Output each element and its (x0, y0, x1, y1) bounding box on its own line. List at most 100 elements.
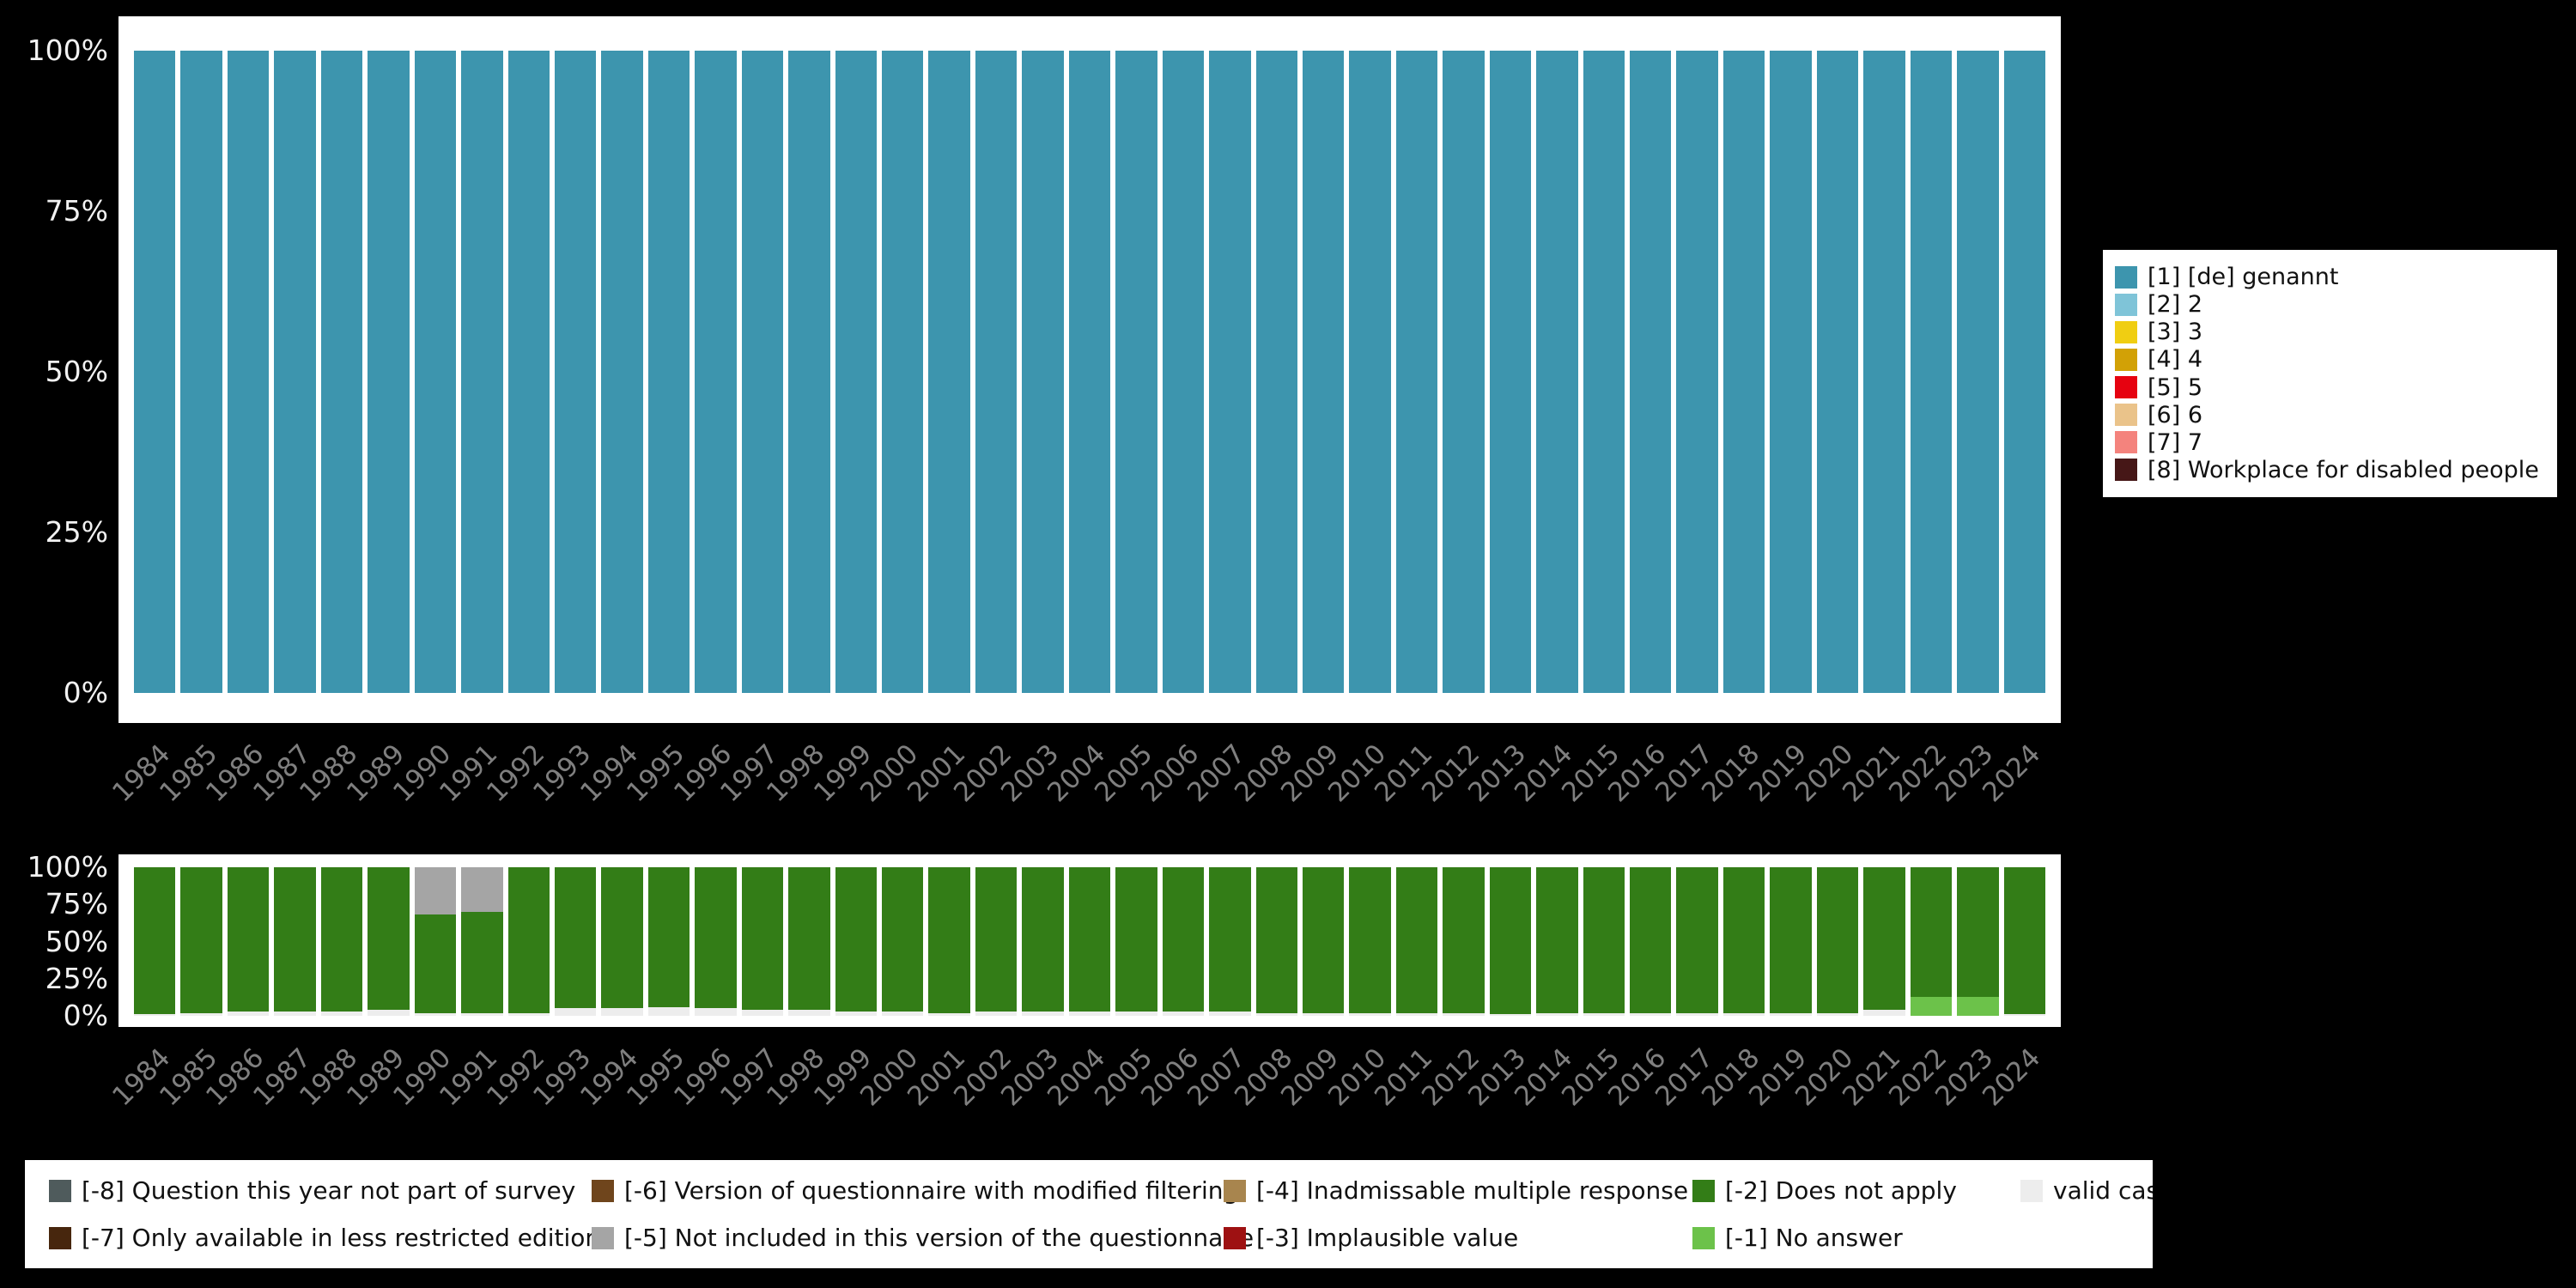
stacked-bar-1995 (647, 51, 690, 693)
legend-label: [-8] Question this year not part of surv… (82, 1176, 576, 1205)
legend-item: [-4] Inadmissable multiple response (1224, 1176, 1692, 1205)
bar-segment (788, 51, 830, 693)
legend-swatch (2115, 376, 2137, 399)
values-chart-bars (134, 51, 2045, 693)
stacked-bar-2011 (1395, 51, 1438, 693)
bar-segment (1349, 867, 1391, 1013)
bar-segment (601, 51, 643, 693)
bar-segment (882, 867, 924, 1012)
stacked-bar-2002 (975, 867, 1018, 1016)
y-axis-tick-label: 50% (45, 355, 108, 388)
bar-slot (507, 867, 550, 1016)
bar-slot (1910, 51, 1953, 693)
bar-segment (1630, 51, 1672, 693)
bar-segment (741, 867, 784, 1011)
bar-segment (928, 867, 970, 1013)
bar-segment (180, 867, 222, 1013)
stacked-bar-1989 (368, 867, 410, 1016)
stacked-bar-1990 (414, 51, 457, 693)
legend-swatch (1692, 1179, 1715, 1202)
bar-segment (1816, 1012, 1859, 1016)
bar-slot (1863, 867, 1905, 1016)
bar-segment (2003, 1014, 2045, 1016)
bar-segment (975, 1011, 1018, 1016)
legend-swatch (2115, 431, 2137, 454)
legend-item: [-8] Question this year not part of surv… (49, 1176, 592, 1205)
bar-segment (461, 1012, 503, 1016)
bar-slot (647, 867, 690, 1016)
stacked-bar-2013 (1489, 867, 1532, 1016)
bar-slot (1068, 867, 1111, 1016)
values-chart-y-axis: 100% 75% 50% 25% 0% (0, 35, 108, 708)
legend-swatch (1224, 1226, 1246, 1249)
bar-segment (414, 1012, 457, 1016)
bar-slot (835, 51, 877, 693)
stacked-bar-1988 (320, 51, 363, 693)
y-axis-tick-label: 0% (63, 999, 108, 1032)
stacked-bar-2009 (1302, 867, 1345, 1016)
bar-slot (695, 51, 737, 693)
stacked-bar-1991 (461, 51, 503, 693)
bar-segment (647, 51, 690, 693)
y-axis-tick-label: 0% (63, 676, 108, 709)
stacked-bar-2003 (1022, 51, 1064, 693)
bar-slot (414, 867, 457, 1016)
stacked-bar-2012 (1443, 51, 1485, 693)
bar-segment (1209, 51, 1251, 693)
bar-slot (741, 51, 784, 693)
stacked-bar-2017 (1676, 51, 1718, 693)
bar-slot (227, 867, 270, 1016)
stacked-bar-1996 (695, 867, 737, 1016)
stacked-bar-1997 (741, 51, 784, 693)
bar-slot (1910, 867, 1953, 1016)
legend-swatch (1692, 1226, 1715, 1249)
bar-slot (1722, 867, 1765, 1016)
bar-segment (507, 51, 550, 693)
bar-segment (1209, 1011, 1251, 1016)
bar-slot (1489, 867, 1532, 1016)
legend-label: [8] Workplace for disabled people (2148, 456, 2539, 483)
stacked-bar-2013 (1489, 51, 1532, 693)
stacked-bar-2003 (1022, 867, 1064, 1016)
stacked-bar-2007 (1209, 867, 1251, 1016)
bar-segment (1722, 51, 1765, 693)
stacked-bar-2019 (1770, 867, 1812, 1016)
bar-segment (1022, 51, 1064, 693)
stacked-bar-2018 (1722, 51, 1765, 693)
bar-segment (601, 867, 643, 1009)
legend-item: [-7] Only available in less restricted e… (49, 1224, 600, 1252)
stacked-bar-2008 (1255, 867, 1297, 1016)
bar-slot (1816, 867, 1859, 1016)
stacked-bar-2006 (1162, 51, 1205, 693)
legend-swatch (2115, 348, 2137, 371)
bar-segment (1068, 1011, 1111, 1016)
bar-slot (647, 51, 690, 693)
bar-segment (1115, 1011, 1157, 1016)
stacked-bar-2004 (1068, 867, 1111, 1016)
bar-slot (1863, 51, 1905, 693)
bar-segment (1536, 51, 1578, 693)
bar-segment (134, 867, 176, 1015)
stacked-bar-2014 (1536, 867, 1578, 1016)
bar-segment (928, 51, 970, 693)
bar-slot (601, 51, 643, 693)
bar-slot (1630, 867, 1672, 1016)
stacked-bar-1986 (227, 867, 270, 1016)
legend-item: [-5] Not included in this version of the… (592, 1224, 1254, 1252)
bar-segment (227, 51, 270, 693)
bar-slot (1676, 51, 1718, 693)
bar-segment (1770, 867, 1812, 1013)
bar-segment (1022, 867, 1064, 1012)
bar-slot (928, 51, 970, 693)
bar-segment (882, 51, 924, 693)
legend-swatch (49, 1179, 71, 1202)
bar-segment (1349, 51, 1391, 693)
bar-slot (1255, 867, 1297, 1016)
bar-segment (368, 51, 410, 693)
legend-swatch (592, 1226, 614, 1249)
bar-slot (975, 867, 1018, 1016)
legend-label: [-6] Version of questionnaire with modif… (624, 1176, 1239, 1205)
bar-segment (1068, 51, 1111, 693)
bar-segment (320, 51, 363, 693)
bar-slot (1443, 51, 1485, 693)
